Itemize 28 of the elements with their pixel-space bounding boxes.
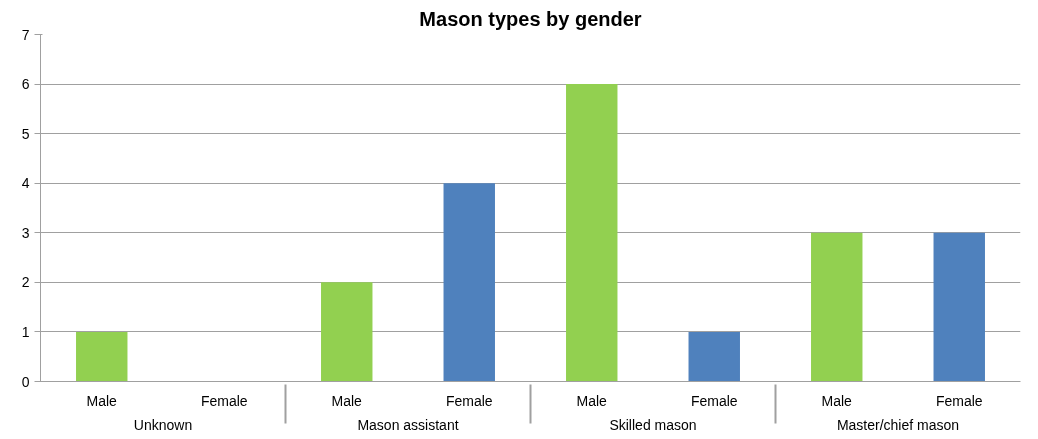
y-tick-label: 0 xyxy=(21,373,30,390)
text: Female xyxy=(935,392,983,409)
x-tick-label: Mason assistant xyxy=(357,416,459,433)
y-tick-label: 6 xyxy=(21,76,30,93)
text: Male xyxy=(331,392,362,409)
y-tick-label: 4 xyxy=(21,175,30,192)
bar xyxy=(76,331,128,382)
text: Female xyxy=(200,392,248,409)
text: Male xyxy=(821,392,852,409)
bar xyxy=(811,232,863,382)
bar xyxy=(566,84,618,382)
text: Female xyxy=(690,392,738,409)
series-label: Female xyxy=(445,392,493,409)
y-tick-label: 5 xyxy=(21,125,30,142)
text: Male xyxy=(576,392,607,409)
bar xyxy=(933,232,985,382)
bar xyxy=(443,183,495,382)
x-tick-label: Master/chief mason xyxy=(836,416,960,433)
y-tick-label: 2 xyxy=(21,274,30,291)
bar xyxy=(321,282,373,382)
x-tick-label: Skilled mason xyxy=(609,416,697,433)
y-tick-label: 3 xyxy=(21,224,30,241)
chart-title: Mason types by gender xyxy=(419,7,642,30)
x-tick-label: Unknown xyxy=(133,416,193,433)
bar xyxy=(688,331,740,382)
y-tick-label: 7 xyxy=(21,26,30,43)
series-label: Male xyxy=(86,392,118,409)
y-tick-label: 1 xyxy=(21,323,30,340)
